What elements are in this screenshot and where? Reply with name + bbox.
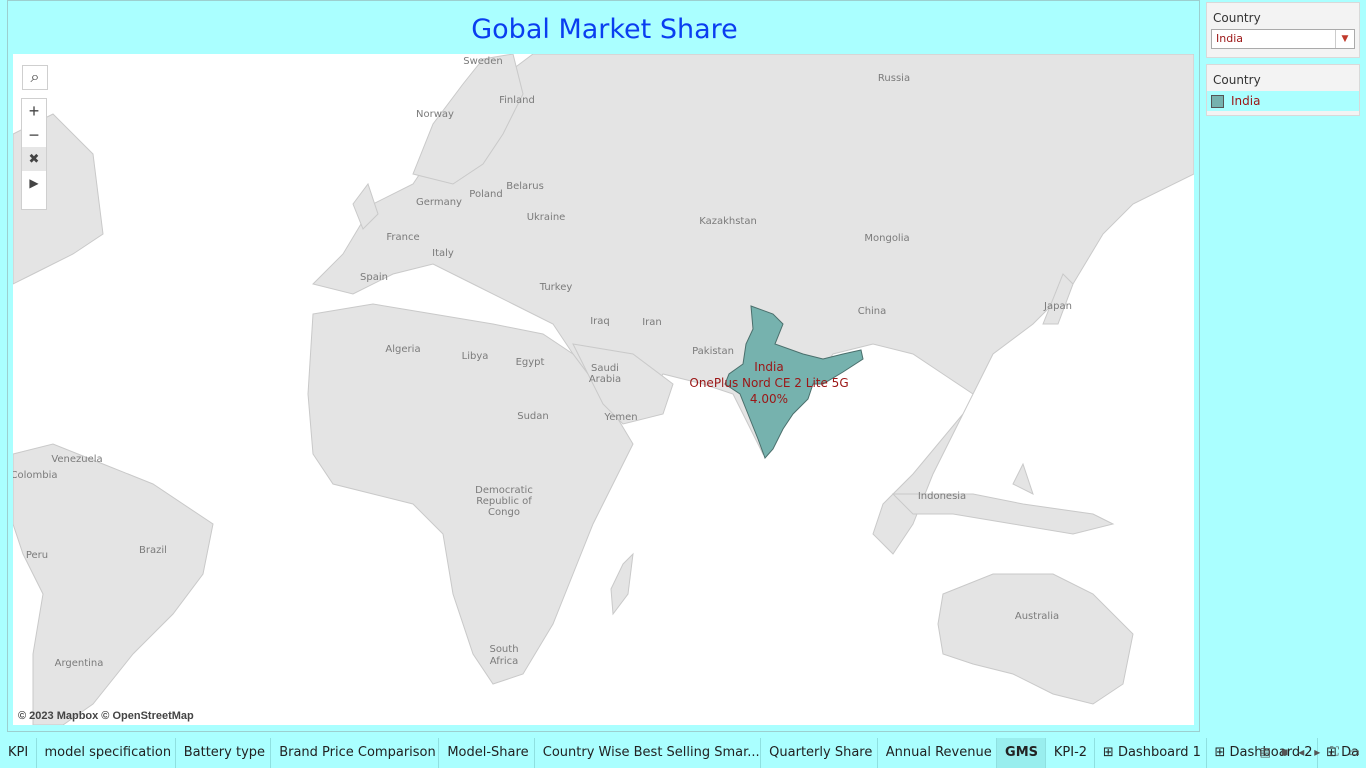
map-basemap xyxy=(13,54,1194,725)
world-map[interactable]: Sweden Finland Russia Norway Belarus Pol… xyxy=(13,54,1194,725)
label-mongolia: Mongolia xyxy=(864,233,910,244)
label-sudan: Sudan xyxy=(517,411,549,422)
tab-annual-revenue[interactable]: Annual Revenue xyxy=(878,738,998,768)
label-australia: Australia xyxy=(1014,611,1060,622)
label-colombia: Colombia xyxy=(13,470,58,481)
filter-header: Country xyxy=(1213,11,1261,25)
presentation-icon[interactable]: ▭ xyxy=(1348,744,1360,759)
tab-model-specification[interactable]: model specification xyxy=(37,738,176,768)
zoom-in-button[interactable]: + xyxy=(22,99,46,123)
fullscreen-icon[interactable]: ⛶ xyxy=(1330,744,1339,758)
india-region xyxy=(724,305,864,459)
minus-icon: − xyxy=(28,124,40,145)
dashboard-title: Gobal Market Share xyxy=(471,14,738,45)
label-italy: Italy xyxy=(432,248,454,259)
tab-dashboard-truncated[interactable]: ⊞ Da xyxy=(1326,745,1360,760)
mark-model: OnePlus Nord CE 2 Lite 5G xyxy=(689,376,849,390)
label-south-africa: South Africa xyxy=(489,644,519,667)
sheet-tabs: KPI model specification Battery type Bra… xyxy=(0,738,1366,768)
label-iraq: Iraq xyxy=(590,316,610,327)
mark-country: India xyxy=(754,360,784,374)
map-zoom-controls: + − ✖ ▶ xyxy=(21,98,47,210)
label-pakistan: Pakistan xyxy=(692,346,734,357)
india-mark-label[interactable]: India OnePlus Nord CE 2 Lite 5G 4.00% xyxy=(689,359,848,407)
label-russia: Russia xyxy=(877,73,911,84)
single-sheet-icon[interactable]: ■ xyxy=(1280,744,1289,759)
search-button[interactable]: ⌕ xyxy=(22,65,48,90)
label-argentina: Argentina xyxy=(54,658,104,669)
map-attribution[interactable]: © 2023 Mapbox © OpenStreetMap xyxy=(18,710,194,722)
tab-brand-price-comparison[interactable]: Brand Price Comparison xyxy=(271,738,440,768)
unpin-button[interactable]: ✖ xyxy=(22,147,46,171)
label-france: France xyxy=(386,232,420,243)
tab-quarterly-share[interactable]: Quarterly Share xyxy=(761,738,878,768)
zoom-out-button[interactable]: − xyxy=(22,123,46,147)
tab-model-share[interactable]: Model-Share xyxy=(439,738,535,768)
label-peru: Peru xyxy=(25,550,49,561)
plus-icon: + xyxy=(28,100,40,121)
label-belarus: Belarus xyxy=(506,181,544,192)
dashboard-grid-icon: ⊞ xyxy=(1102,745,1114,760)
label-japan: Japan xyxy=(1044,301,1072,312)
chevron-down-icon[interactable]: ▼ xyxy=(1335,30,1354,48)
expand-tools-button[interactable]: ▶ xyxy=(22,171,46,195)
tab-kpi-2[interactable]: KPI-2 xyxy=(1046,738,1095,768)
country-legend: Country India xyxy=(1206,64,1360,116)
label-iran: Iran xyxy=(642,317,662,328)
label-venezuela: Venezuela xyxy=(51,454,103,465)
label-ukraine: Ukraine xyxy=(526,212,566,223)
legend-swatch xyxy=(1211,94,1224,108)
legend-header: Country xyxy=(1213,73,1261,87)
label-china: China xyxy=(857,306,887,317)
label-egypt: Egypt xyxy=(515,357,545,368)
dropdown-value: India xyxy=(1216,32,1243,45)
scroll-left-icon[interactable]: ◂ xyxy=(1298,744,1305,759)
label-germany: Germany xyxy=(416,197,462,208)
label-spain: Spain xyxy=(360,272,388,283)
label-yemen: Yemen xyxy=(604,412,638,423)
label-brazil: Brazil xyxy=(139,545,167,556)
label-finland: Finland xyxy=(499,95,535,106)
label-sweden: Sweden xyxy=(463,56,503,67)
dashboard-grid-icon: ⊞ xyxy=(1214,745,1226,760)
mark-share: 4.00% xyxy=(749,392,789,406)
dashboard-grid-icon: ⊞ xyxy=(1326,745,1337,760)
label-norway: Norway xyxy=(416,109,454,120)
tab-controls: ▤ ■ ◂ ▸ ⛶ ▭ xyxy=(1260,744,1360,759)
tab-kpi[interactable]: KPI xyxy=(0,738,37,768)
tab-dashboard-2[interactable]: ⊞ Dashboard 2 xyxy=(1207,738,1319,768)
label-poland: Poland xyxy=(469,189,503,200)
scroll-right-icon[interactable]: ▸ xyxy=(1314,744,1321,759)
label-saudi-arabia: Saudi Arabia xyxy=(588,363,622,385)
label-indonesia: Indonesia xyxy=(917,491,967,502)
label-algeria: Algeria xyxy=(385,344,421,355)
label-kazakhstan: Kazakhstan xyxy=(699,216,757,227)
tab-battery-type[interactable]: Battery type xyxy=(176,738,272,768)
label-libya: Libya xyxy=(461,351,489,362)
filmstrip-icon[interactable]: ▤ xyxy=(1259,744,1271,759)
label-turkey: Turkey xyxy=(539,282,573,293)
tab-gms[interactable]: GMS xyxy=(997,738,1046,768)
tab-dashboard-1[interactable]: ⊞ Dashboard 1 xyxy=(1095,738,1207,768)
search-icon: ⌕ xyxy=(30,68,40,86)
country-dropdown[interactable]: India ▼ xyxy=(1211,29,1355,49)
tab-country-wise-best-selling[interactable]: Country Wise Best Selling Smar... xyxy=(535,738,762,768)
label-dr-congo: Democratic Republic of Congo xyxy=(475,485,533,518)
play-icon: ▶ xyxy=(29,176,39,190)
unpin-icon: ✖ xyxy=(28,151,40,166)
legend-item[interactable]: India xyxy=(1207,91,1359,111)
country-filter: Country India ▼ xyxy=(1206,2,1360,58)
legend-item-label: India xyxy=(1231,94,1261,108)
